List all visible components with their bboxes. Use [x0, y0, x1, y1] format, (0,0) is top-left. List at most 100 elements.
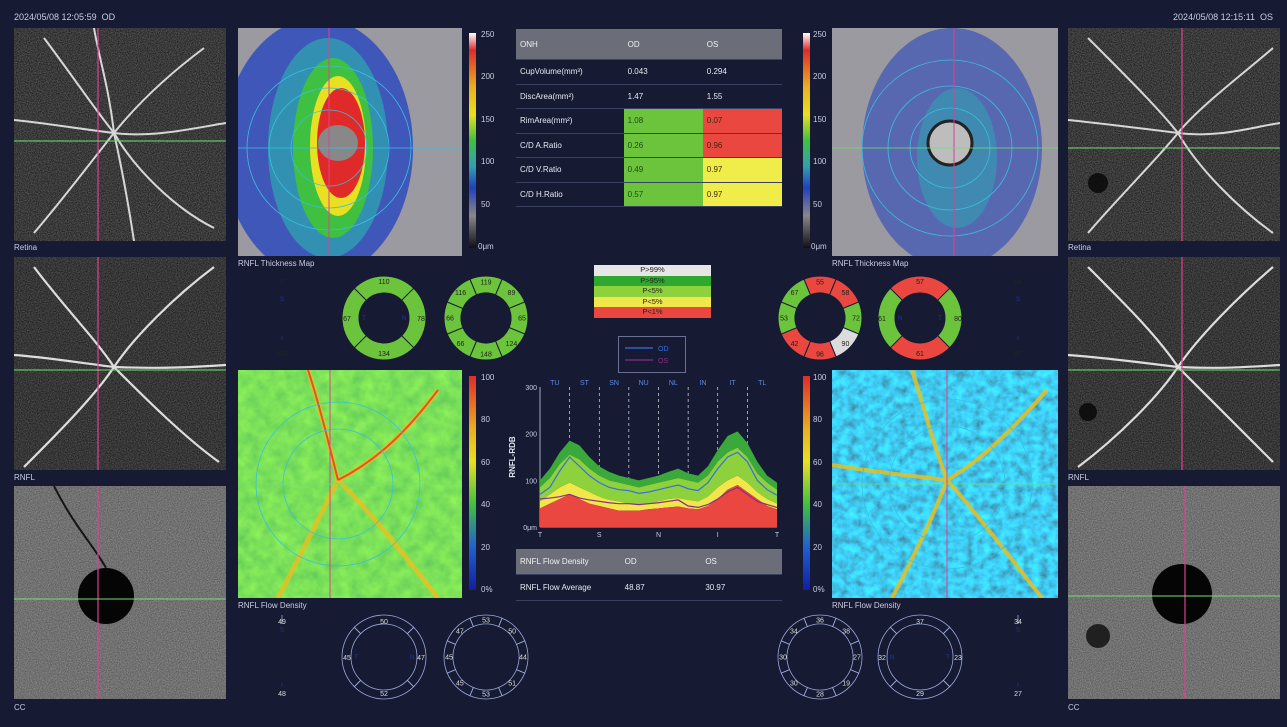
- cbar-tick: 200: [481, 72, 495, 81]
- series-line-os: [539, 486, 778, 509]
- donut-value: 53: [780, 316, 788, 323]
- donut-value: 37: [916, 619, 924, 626]
- donut-value: 65: [1014, 351, 1022, 358]
- donut-value: 66: [457, 341, 465, 348]
- donut-value: 78: [417, 316, 425, 323]
- donut-value: 48: [278, 691, 286, 698]
- onh-cell-os: 0.97: [702, 182, 782, 207]
- sector-letter: I: [281, 683, 283, 689]
- os-flow-donuts: 36 38 27 19 28 30 30 34 37 29 32 23 N T 34 27 S I: [777, 614, 1022, 700]
- onh-cell-os: 1.55: [702, 84, 782, 109]
- donut-value: 124: [506, 341, 518, 348]
- donut-value: 47: [456, 628, 464, 635]
- y-tick-label: 200: [525, 432, 537, 439]
- donut-value: 96: [816, 352, 824, 359]
- donut-value: 19: [842, 681, 850, 688]
- legend-item: P>95%: [594, 275, 711, 286]
- os-flow-density-map[interactable]: [832, 370, 1058, 598]
- donut-value: 34: [1014, 619, 1022, 626]
- od-retina-image[interactable]: [14, 28, 226, 241]
- donut-value: 50: [380, 619, 388, 626]
- os-density-colorbar: [803, 376, 810, 590]
- flow-header-os: OS: [701, 549, 782, 575]
- od-cc-image[interactable]: [14, 486, 226, 699]
- os-thickness-map[interactable]: [832, 28, 1058, 256]
- cbar-tick: 0μm: [478, 242, 494, 251]
- sector-letter: I: [1017, 683, 1019, 689]
- os-rnfl-image[interactable]: [1068, 257, 1280, 470]
- cbar-tick: 100: [481, 157, 495, 166]
- onh-cell-label: C/D H.Ratio: [516, 182, 624, 207]
- flow-row-os: 30.97: [701, 574, 782, 601]
- os-flow-title: RNFL Flow Density: [832, 601, 901, 610]
- donut-value: 148: [480, 352, 492, 359]
- x-tick-label: I: [717, 532, 719, 539]
- donut-value: 38: [842, 628, 850, 635]
- donut-value: 134: [378, 351, 390, 358]
- donut-value: 52: [380, 691, 388, 698]
- od-thickness-donuts: 97 100 S I 110 134 67 78 T N 119 89 65 124 148 66 66 116: [276, 275, 529, 361]
- x-tick-label: N: [656, 532, 661, 539]
- donut-sector: [780, 278, 812, 310]
- od-rnfl-image[interactable]: [14, 257, 226, 470]
- legend-item: P>99%: [594, 265, 711, 276]
- onh-row: RimArea(mm²) 1.08 0.07: [516, 108, 782, 134]
- donut-value: 80: [954, 316, 962, 323]
- cbar-tick: 250: [481, 30, 495, 39]
- onh-cell-od: 1.08: [623, 108, 703, 134]
- donut-value: 66: [446, 316, 454, 323]
- cbar-tick: 80: [481, 415, 490, 424]
- onh-cell-od: 0.49: [623, 157, 703, 183]
- sector-top-label: TL: [758, 380, 766, 387]
- od-rnfl-label: RNFL: [14, 473, 35, 482]
- cbar-tick: 100: [813, 373, 827, 382]
- x-tick-label: S: [597, 532, 602, 539]
- onh-cell-label: DiscArea(mm²): [516, 84, 624, 109]
- cbar-tick: 50: [813, 200, 822, 209]
- sector-top-label: IN: [699, 380, 706, 387]
- flow-header-label: RNFL Flow Density: [516, 549, 621, 575]
- onh-cell-od: 0.26: [623, 133, 703, 158]
- od-density-colorbar: [469, 376, 476, 590]
- onh-row: C/D V.Ratio 0.49 0.97: [516, 157, 782, 183]
- cbar-tick: 150: [481, 115, 495, 124]
- donut-sector: [341, 287, 368, 349]
- line-legend-label: OD: [658, 346, 669, 353]
- od-retina-label: Retina: [14, 243, 38, 252]
- donut-value: 61: [916, 351, 924, 358]
- sector-top-label: TU: [550, 380, 559, 387]
- donut-value: 57: [916, 279, 924, 286]
- cbar-tick: 0μm: [811, 242, 827, 251]
- legend-item: P<5%: [594, 286, 711, 297]
- y-tick-label: 0μm: [523, 525, 537, 532]
- os-cc-image[interactable]: [1068, 486, 1280, 699]
- cbar-tick: 40: [813, 500, 822, 509]
- od-flow-density-map[interactable]: [238, 370, 462, 598]
- onh-header-os: OS: [702, 29, 782, 60]
- donut-value: 119: [480, 280, 491, 287]
- donut-value: 110: [378, 279, 389, 286]
- donut-value: 47: [417, 655, 425, 662]
- cbar-tick: 200: [813, 72, 827, 81]
- y-tick-label: 300: [525, 385, 537, 392]
- donut-value: 116: [455, 290, 466, 297]
- cbar-tick: 100: [481, 373, 495, 382]
- cbar-tick: 20: [813, 543, 822, 552]
- os-retina-image[interactable]: [1068, 28, 1280, 241]
- donut-value: 34: [790, 628, 798, 635]
- flow-row-od: 48.87: [620, 574, 702, 601]
- flow-table: RNFL Flow Density OD OS RNFL Flow Averag…: [516, 549, 782, 601]
- onh-cell-od: 0.57: [623, 182, 703, 207]
- donut-value: 97: [278, 279, 286, 286]
- sector-letter: I: [1017, 336, 1019, 342]
- donut-value: 65: [518, 316, 526, 323]
- sector-letter: T: [946, 655, 950, 661]
- donut-value: 30: [779, 655, 787, 662]
- od-thickness-map[interactable]: [238, 28, 462, 256]
- os-retina-label: Retina: [1068, 243, 1092, 252]
- onh-header-label: ONH: [516, 29, 624, 60]
- donut-value: 44: [519, 655, 527, 662]
- onh-row: CupVolume(mm³) 0.043 0.294: [516, 59, 782, 85]
- donut-value: 32: [878, 655, 886, 662]
- sector-top-label: NU: [639, 380, 649, 387]
